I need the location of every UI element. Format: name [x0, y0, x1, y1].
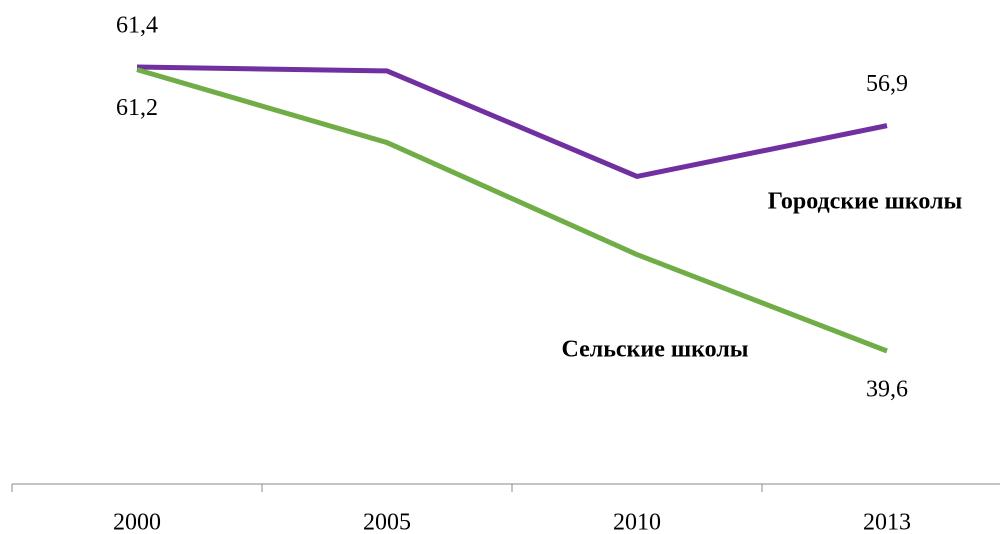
data-label: 61,4	[116, 13, 158, 39]
series-label: Сельские школы	[561, 337, 748, 363]
x-tick-label: 2010	[613, 510, 661, 534]
data-label: 56,9	[866, 71, 908, 97]
series-line	[136, 67, 888, 354]
x-tick-label: 2005	[363, 510, 411, 534]
data-label: 39,6	[866, 377, 908, 403]
x-tick-label: 2000	[113, 510, 161, 534]
series-label: Городские школы	[768, 189, 963, 215]
series-line	[136, 64, 888, 179]
x-tick-label: 2013	[863, 510, 911, 534]
data-label: 61,2	[116, 95, 158, 121]
